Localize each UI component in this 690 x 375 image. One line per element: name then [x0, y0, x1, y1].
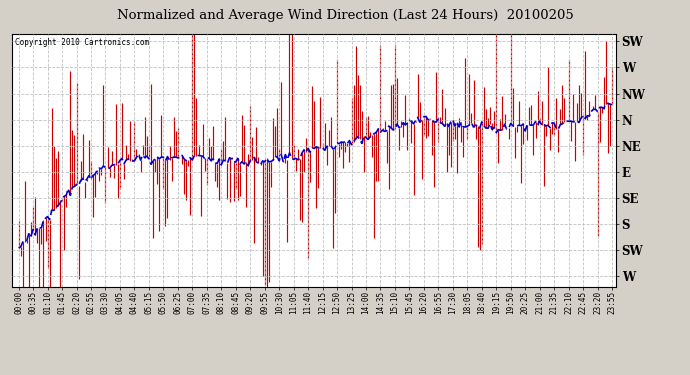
Text: Copyright 2010 Cartronics.com: Copyright 2010 Cartronics.com [15, 38, 150, 46]
Text: Normalized and Average Wind Direction (Last 24 Hours)  20100205: Normalized and Average Wind Direction (L… [117, 9, 573, 22]
